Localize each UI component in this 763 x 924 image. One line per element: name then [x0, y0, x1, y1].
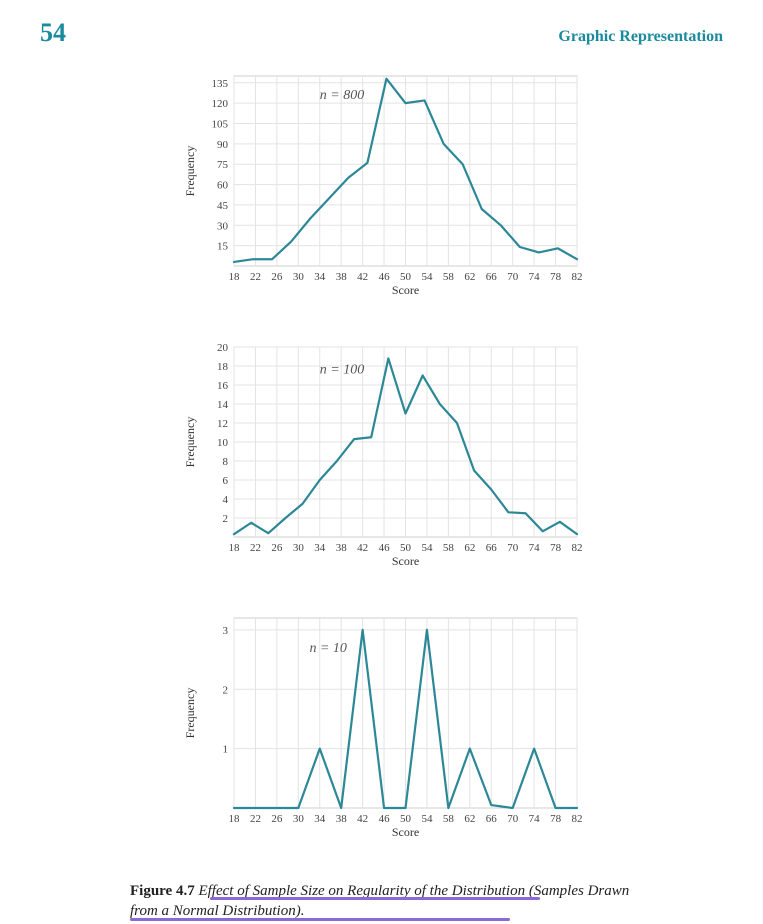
svg-text:1: 1	[222, 744, 228, 756]
svg-text:78: 78	[550, 271, 562, 283]
chart-svg-n800: 15 30 45 60 75 90 105 120 135 18 22 26 30 34 38 42 46 50 5…	[172, 66, 592, 326]
svg-text:12: 12	[217, 418, 228, 430]
svg-text:42: 42	[357, 542, 368, 554]
svg-text:82: 82	[571, 271, 582, 283]
svg-text:82: 82	[571, 813, 582, 825]
svg-text:18: 18	[217, 361, 229, 373]
svg-text:18: 18	[228, 271, 240, 283]
svg-text:Frequency: Frequency	[183, 688, 197, 739]
svg-text:30: 30	[292, 271, 304, 283]
svg-text:50: 50	[400, 542, 412, 554]
svg-text:34: 34	[314, 271, 326, 283]
svg-text:66: 66	[485, 542, 497, 554]
svg-text:50: 50	[400, 271, 412, 283]
svg-text:18: 18	[228, 813, 240, 825]
svg-text:74: 74	[528, 813, 540, 825]
svg-text:62: 62	[464, 271, 475, 283]
svg-text:34: 34	[314, 542, 326, 554]
svg-text:78: 78	[550, 813, 562, 825]
svg-text:74: 74	[528, 542, 540, 554]
svg-text:78: 78	[550, 542, 562, 554]
svg-text:66: 66	[485, 271, 497, 283]
svg-text:62: 62	[464, 813, 475, 825]
svg-text:62: 62	[464, 542, 475, 554]
chart-svg-n10: 1 2 3 18 22 26 30 34 38 42 46 50 54 58 62 66 70 74 78 82 Sco…	[172, 608, 592, 868]
highlight-underline-2	[130, 918, 510, 921]
chart-n100: 2468101214161820182226303438424650545862…	[172, 337, 592, 602]
svg-text:22: 22	[249, 813, 260, 825]
svg-text:Score: Score	[391, 825, 418, 839]
chart-n10: 1 2 3 18 22 26 30 34 38 42 46 50 54 58 62 66 70 74 78 82 Sco…	[172, 608, 592, 873]
svg-text:38: 38	[335, 813, 347, 825]
svg-text:70: 70	[507, 271, 519, 283]
page: 54 Graphic Representation 15 30 45 60 75 90 10…	[0, 0, 763, 924]
charts-stack: 1530456075901051201351822263034384246505…	[40, 66, 723, 873]
svg-text:26: 26	[271, 271, 283, 283]
svg-text:20: 20	[217, 342, 229, 354]
svg-text:16: 16	[217, 380, 229, 392]
svg-text:38: 38	[335, 271, 347, 283]
svg-text:46: 46	[378, 542, 390, 554]
svg-text:66: 66	[485, 813, 497, 825]
header-title: Graphic Representation	[558, 28, 723, 46]
svg-text:30: 30	[292, 813, 304, 825]
svg-text:Score: Score	[391, 283, 418, 297]
svg-text:34: 34	[314, 813, 326, 825]
svg-text:42: 42	[357, 813, 368, 825]
svg-text:60: 60	[217, 180, 229, 192]
svg-text:45: 45	[217, 200, 229, 212]
svg-text:46: 46	[378, 271, 390, 283]
svg-text:120: 120	[211, 98, 228, 110]
svg-text:58: 58	[442, 542, 454, 554]
svg-text:Frequency: Frequency	[183, 146, 197, 197]
svg-text:8: 8	[222, 456, 228, 468]
svg-text:4: 4	[222, 494, 228, 506]
svg-text:10: 10	[217, 437, 229, 449]
svg-text:26: 26	[271, 542, 283, 554]
svg-text:74: 74	[528, 271, 540, 283]
svg-text:Frequency: Frequency	[183, 417, 197, 468]
svg-text:30: 30	[217, 220, 229, 232]
svg-text:15: 15	[217, 241, 229, 253]
svg-text:90: 90	[217, 139, 229, 151]
svg-text:70: 70	[507, 813, 519, 825]
svg-text:58: 58	[442, 271, 454, 283]
svg-text:82: 82	[571, 542, 582, 554]
svg-text:54: 54	[421, 271, 433, 283]
figure-label: Figure 4.7	[130, 883, 195, 899]
svg-text:46: 46	[378, 813, 390, 825]
svg-text:n = 800: n = 800	[319, 88, 363, 103]
svg-text:6: 6	[222, 475, 228, 487]
svg-text:58: 58	[442, 813, 454, 825]
svg-text:135: 135	[211, 78, 228, 90]
chart-svg-n100: 2468101214161820182226303438424650545862…	[172, 337, 592, 597]
svg-text:70: 70	[507, 542, 519, 554]
svg-text:26: 26	[271, 813, 283, 825]
svg-text:22: 22	[249, 542, 260, 554]
svg-text:n = 100: n = 100	[319, 363, 363, 378]
svg-text:22: 22	[249, 271, 260, 283]
svg-text:2: 2	[222, 684, 228, 696]
figure-caption: Figure 4.7 Effect of Sample Size on Regu…	[40, 881, 723, 922]
svg-text:3: 3	[222, 625, 228, 637]
figure-title: Effect of Sample Size on Regularity of t…	[130, 883, 629, 919]
svg-text:18: 18	[228, 542, 240, 554]
page-number: 54	[40, 18, 66, 48]
svg-text:30: 30	[292, 542, 304, 554]
svg-text:14: 14	[217, 399, 229, 411]
svg-text:54: 54	[421, 813, 433, 825]
svg-text:2: 2	[222, 513, 228, 525]
chart-n800: 15 30 45 60 75 90 105 120 135 18 22 26 30 34 38 42 46 50 5…	[172, 66, 592, 331]
svg-text:38: 38	[335, 542, 347, 554]
svg-text:75: 75	[217, 159, 229, 171]
svg-text:50: 50	[400, 813, 412, 825]
highlight-underline-1	[210, 897, 540, 900]
svg-text:54: 54	[421, 542, 433, 554]
page-header: 54 Graphic Representation	[40, 18, 723, 48]
svg-text:n = 10: n = 10	[309, 641, 346, 656]
svg-text:42: 42	[357, 271, 368, 283]
svg-text:105: 105	[211, 119, 228, 131]
svg-text:Score: Score	[391, 554, 418, 568]
